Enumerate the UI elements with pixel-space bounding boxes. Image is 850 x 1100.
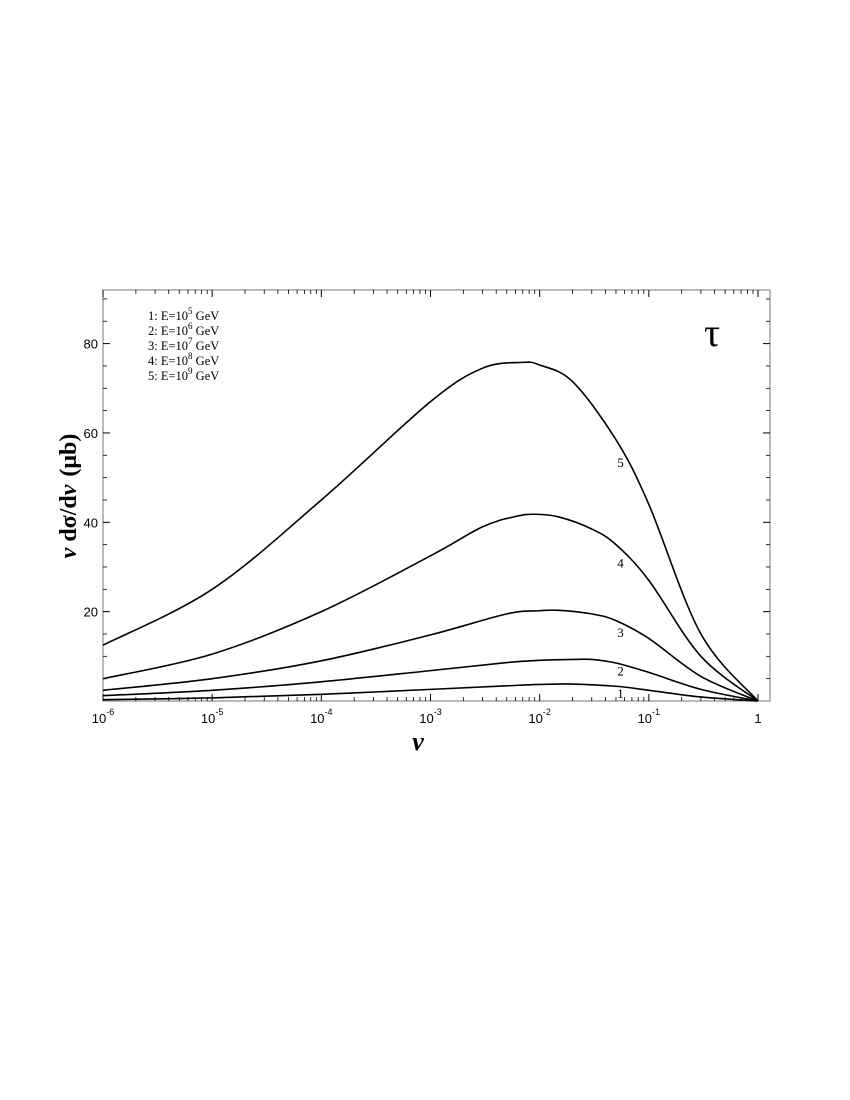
y-ticks: 20 40 60 80: [84, 298, 770, 680]
legend-entry: 5: E=109 GeV: [148, 366, 219, 383]
y-axis-label-var: v: [56, 547, 82, 558]
y-tick-label: 80: [84, 337, 98, 352]
curve-label-5: 5: [617, 455, 624, 470]
curve-label-3: 3: [617, 625, 624, 640]
legend-entry: 2: E=106 GeV: [148, 321, 219, 338]
y-axis-label: v dσ/dv (μb): [56, 434, 82, 559]
y-axis-label-mid: dσ/d: [56, 495, 82, 548]
series-line-4: [102, 513, 759, 702]
x-axis-label: v: [412, 727, 424, 756]
plot-frame: [102, 289, 771, 702]
x-tick-label: 1: [754, 711, 761, 726]
legend-entry: 1: E=105 GeV: [148, 306, 219, 323]
series-line-1: [102, 683, 759, 702]
curve-label-4: 4: [617, 556, 624, 571]
y-axis-label-unit: (μb): [56, 434, 82, 477]
series-line-5: [102, 361, 759, 702]
x-ticks: 10-6 10-5 10-4 10-3 10-2 10-1 1: [92, 290, 762, 726]
x-tick-label: 10-5: [201, 707, 223, 726]
chart-title: τ: [704, 310, 720, 355]
x-tick-label: 10-6: [92, 707, 114, 726]
x-tick-label: 10-1: [638, 707, 660, 726]
curves: [102, 361, 759, 702]
legend-entry: 4: E=108 GeV: [148, 351, 219, 368]
y-tick-label: 40: [84, 515, 98, 530]
curve-label-2: 2: [617, 664, 624, 679]
x-tick-label: 10-3: [419, 707, 441, 726]
y-axis-label-var2: v: [56, 484, 82, 495]
x-tick-label: 10-4: [310, 707, 332, 726]
series-line-3: [102, 609, 759, 702]
series-line-2: [102, 658, 759, 702]
x-tick-label: 10-2: [528, 707, 550, 726]
y-tick-label: 20: [84, 605, 98, 620]
y-tick-label: 60: [84, 426, 98, 441]
curve-label-1: 1: [617, 686, 624, 701]
curve-labels: 1 2 3 4 5: [617, 455, 624, 701]
legend-entry: 3: E=107 GeV: [148, 336, 219, 353]
